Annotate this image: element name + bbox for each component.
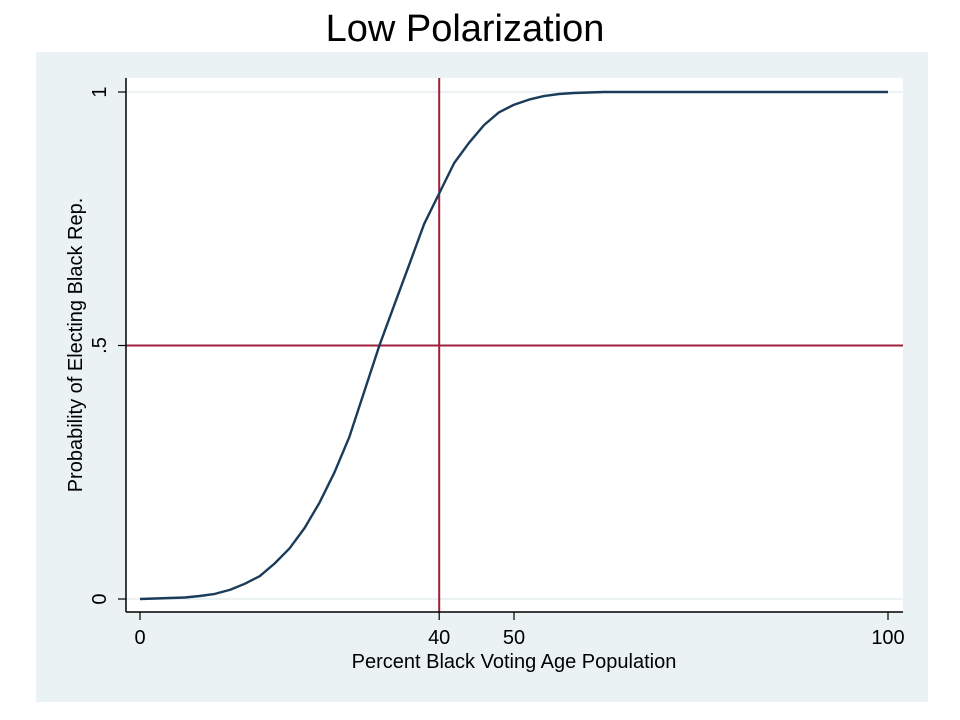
y-tick-label-1: .5 [89,337,111,354]
y-ticks: 0.51 [89,86,126,605]
series-line-0 [139,90,888,601]
data-series [139,90,888,601]
x-tick-label-1: 40 [428,627,450,649]
x-tick-label-2: 50 [503,627,525,649]
y-tick-label-2: 1 [89,86,111,97]
x-ticks: 0 40 50 100 [134,612,905,649]
x-tick-label-0: 0 [134,627,145,649]
reference-lines [126,78,903,612]
logistic-curve-chart: 0.51 0 40 50 100 Percent Black Voting Age P… [65,78,905,673]
graph-panel: 0.5 1 0 40 50 100 Percent Black Voting Age P… [36,52,928,702]
x-tick-label-3: 100 [871,627,904,649]
slide-title: Low Polarization [325,8,605,50]
x-axis-title: Percent Black Voting Age Population [352,651,677,673]
y-tick-label-0: 0 [89,593,111,604]
y-axis-title: Probability of Electing Black Rep. [65,198,87,493]
